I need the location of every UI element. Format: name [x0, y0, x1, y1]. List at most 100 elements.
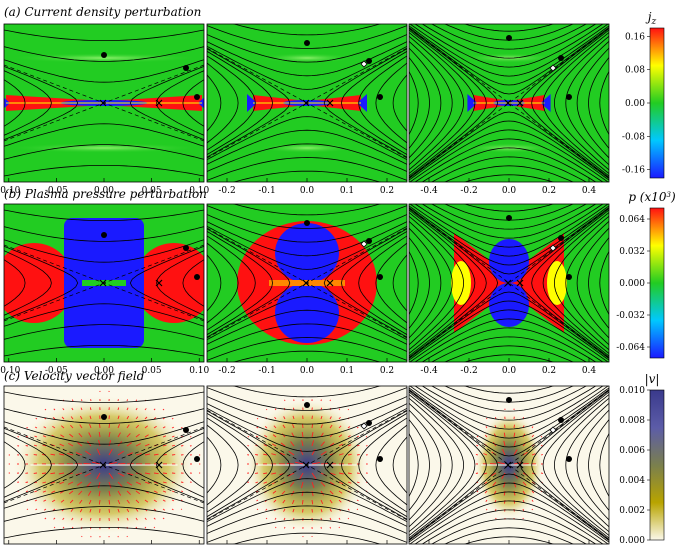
field-line [207, 129, 407, 165]
field-line [207, 387, 407, 411]
pressure-low-region [275, 283, 339, 343]
velocity-arrow [135, 517, 138, 521]
velocity-arrow [50, 481, 56, 484]
velocity-arrow [126, 433, 131, 438]
velocity-arrow [347, 426, 351, 429]
x-tick-label: 0.0 [502, 186, 517, 196]
field-line [232, 386, 382, 398]
velocity-arrow [329, 442, 335, 447]
velocity-arrow [338, 408, 341, 411]
field-line [409, 309, 609, 362]
velocity-arrow [52, 425, 56, 429]
velocity-arrow [522, 433, 526, 438]
velocity-arrow [329, 508, 332, 512]
velocity-arrow [320, 481, 326, 487]
field-line [588, 236, 609, 330]
velocity-arrow [108, 462, 117, 465]
velocity-arrow [171, 417, 174, 420]
probe-dot [506, 35, 512, 41]
velocity-arrow [338, 517, 341, 520]
colorbar-tick-label: 0.002 [619, 506, 645, 516]
velocity-arrow [52, 417, 56, 420]
velocity-arrow [484, 490, 488, 494]
colorbar-tick-label: 0.032 [619, 247, 645, 257]
field-line [207, 309, 407, 345]
velocity-arrow [80, 517, 83, 521]
velocity-arrow [484, 434, 488, 438]
velocity-arrow [180, 508, 183, 510]
velocity-arrow [89, 415, 92, 420]
velocity-arrow [292, 415, 295, 420]
colorbar-tick-label: -0.16 [622, 166, 645, 176]
velocity-arrow [60, 434, 65, 438]
field-line [409, 250, 419, 316]
field-line [207, 157, 407, 181]
pressure-low-region [489, 283, 529, 327]
x-point-marker [516, 279, 524, 287]
colorbar-label: jz [645, 10, 657, 27]
x-tick-label: -0.4 [420, 186, 438, 196]
velocity-arrow [522, 451, 528, 456]
velocity-arrow [98, 440, 101, 447]
velocity-arrow [171, 490, 175, 493]
velocity-arrow [290, 441, 295, 447]
field-line [207, 235, 256, 331]
field-line [421, 327, 597, 362]
velocity-arrow [311, 432, 314, 438]
field-line [463, 204, 555, 212]
separatrix [207, 409, 407, 521]
velocity-arrow [272, 490, 277, 494]
x-tick-label: 0.4 [582, 186, 597, 196]
velocity-arrow [273, 425, 277, 429]
velocity-arrow [289, 481, 295, 487]
x-point-marker [516, 461, 524, 469]
field-line [409, 24, 609, 77]
velocity-arrow [162, 417, 165, 420]
velocity-arrow [171, 435, 175, 438]
field-line [463, 354, 555, 362]
colorbar-label: p (x103) [628, 190, 676, 204]
velocity-arrow [273, 499, 277, 503]
velocity-arrow [153, 517, 156, 520]
x-tick-label: 0.2 [380, 366, 394, 376]
velocity-arrow [338, 472, 344, 475]
field-line [409, 211, 476, 355]
velocity-arrow [86, 481, 92, 487]
field-line [431, 386, 587, 412]
probe-dot [566, 94, 572, 100]
diamond-marker [360, 60, 368, 68]
velocity-arrow [144, 453, 151, 456]
field-line [4, 259, 26, 307]
colorbar-tick-label: 0.16 [625, 32, 645, 42]
field-line [392, 436, 407, 494]
x-point-marker [326, 279, 334, 287]
field-line [392, 74, 407, 132]
velocity-arrow [97, 481, 101, 489]
velocity-arrow [67, 452, 74, 456]
velocity-arrow [162, 490, 167, 493]
field-line [588, 418, 609, 512]
velocity-arrow [98, 490, 101, 497]
field-line [409, 29, 487, 177]
velocity-arrow [292, 508, 295, 513]
velocity-arrow [117, 499, 121, 505]
field-line [207, 228, 291, 338]
colorbar [649, 389, 665, 541]
x-tick-label: 0.10 [189, 186, 209, 196]
field-line [4, 485, 204, 509]
probe-dot [366, 58, 372, 64]
velocity-arrow [284, 399, 286, 402]
velocity-arrow [180, 445, 184, 447]
velocity-arrow [486, 508, 488, 511]
field-line [207, 407, 407, 452]
velocity-arrow [320, 499, 324, 504]
velocity-arrow [153, 472, 159, 475]
velocity-arrow [247, 445, 250, 447]
velocity-arrow [171, 444, 176, 447]
x-tick-label: -0.2 [460, 366, 477, 376]
field-line [409, 207, 499, 359]
velocity-arrow [263, 472, 268, 475]
field-line [4, 165, 204, 177]
velocity-arrow [67, 481, 74, 485]
